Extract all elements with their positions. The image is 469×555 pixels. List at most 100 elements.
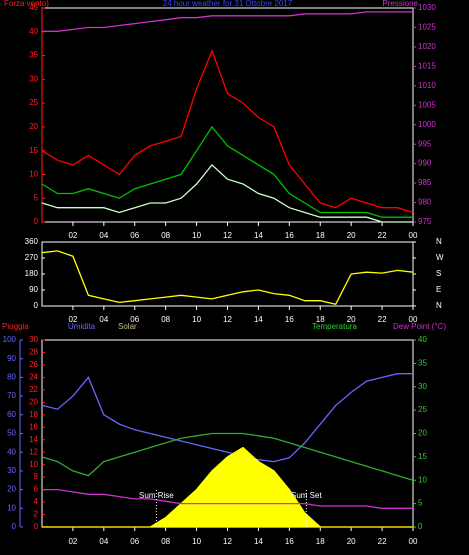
legend-label: Solar	[118, 322, 137, 331]
x-tick-label: 02	[68, 231, 77, 240]
y3-tick-label: 6	[34, 485, 39, 494]
line	[41, 125, 413, 218]
y3-tick-label: 18	[29, 410, 38, 419]
y-tick-label: 0	[12, 522, 17, 531]
y2-tick-label: 1020	[418, 42, 436, 51]
y3-tick-label: 12	[29, 447, 38, 456]
x-tick-label: 18	[316, 231, 325, 240]
x-tick-label: 12	[223, 315, 232, 324]
x-tick-label: 16	[285, 315, 294, 324]
y3-tick-label: 30	[29, 335, 38, 344]
line	[42, 11, 413, 32]
y-tick-label: 60	[7, 410, 16, 419]
chart-title: 24 hour weather for 31 Ottobre 2017	[163, 0, 293, 8]
x-tick-label: 14	[254, 231, 263, 240]
y3-tick-label: 10	[29, 460, 38, 469]
x-tick-label: 12	[223, 231, 232, 240]
y3-tick-label: 16	[29, 422, 38, 431]
x-tick-label: 04	[99, 537, 108, 546]
x-tick-label: 14	[254, 537, 263, 546]
y2-tick-label: 10	[418, 475, 427, 484]
x-tick-label: 16	[285, 231, 294, 240]
y-tick-label: 30	[7, 466, 16, 475]
y3-tick-label: 2	[34, 510, 39, 519]
y2-tick-label: W	[436, 253, 444, 262]
legend-label: Dew Point (°C)	[393, 322, 446, 331]
y2-tick-label: 990	[418, 159, 432, 168]
y2-tick-label: N	[436, 237, 442, 246]
y3-tick-label: 26	[29, 360, 38, 369]
line	[42, 488, 413, 509]
y2-tick-label: 25	[418, 405, 427, 414]
y3-tick-label: 14	[29, 435, 38, 444]
annotation: Sum Set	[291, 491, 322, 500]
line	[41, 250, 414, 305]
y2-tick-label: 985	[418, 178, 432, 187]
x-tick-label: 00	[409, 537, 418, 546]
y2-tick-label: 1010	[418, 81, 436, 90]
x-tick-label: 20	[347, 231, 356, 240]
x-tick-label: 06	[130, 315, 139, 324]
y2-tick-label: S	[436, 269, 441, 278]
y-tick-label: 40	[29, 27, 38, 36]
y-tick-label: 100	[3, 335, 17, 344]
x-tick-label: 06	[130, 537, 139, 546]
y2-tick-label: 995	[418, 139, 432, 148]
x-tick-label: 14	[254, 315, 263, 324]
y2-tick-label: 975	[418, 217, 432, 226]
y2-axis-label: Pressione	[382, 0, 418, 8]
y3-tick-label: 8	[34, 472, 39, 481]
y-tick-label: 70	[7, 391, 16, 400]
line	[41, 48, 414, 214]
y3-tick-label: 22	[29, 385, 38, 394]
y2-tick-label: 40	[418, 335, 427, 344]
y2-tick-label: 1005	[418, 100, 436, 109]
y2-tick-label: 1025	[418, 23, 436, 32]
y-tick-label: 35	[29, 51, 38, 60]
x-tick-label: 22	[378, 315, 387, 324]
y-tick-label: 360	[25, 237, 39, 246]
y3-tick-label: 20	[29, 397, 38, 406]
y-axis-label: Forza vento)	[4, 0, 49, 8]
y3-tick-label: 24	[29, 373, 38, 382]
y-tick-label: 270	[25, 253, 39, 262]
line	[41, 163, 413, 223]
x-tick-label: 22	[378, 537, 387, 546]
x-tick-label: 08	[161, 315, 170, 324]
y-tick-label: 40	[7, 447, 16, 456]
x-tick-label: 20	[347, 537, 356, 546]
x-tick-label: 18	[316, 537, 325, 546]
x-tick-label: 18	[316, 315, 325, 324]
y2-tick-label: 5	[418, 499, 423, 508]
legend-label: Umidita	[68, 322, 96, 331]
x-tick-label: 08	[161, 231, 170, 240]
x-tick-label: 10	[192, 231, 201, 240]
x-tick-label: 00	[409, 231, 418, 240]
x-tick-label: 04	[99, 315, 108, 324]
annotation: Sum Rise	[139, 491, 174, 500]
x-tick-label: 08	[161, 537, 170, 546]
legend-label: Pioggia	[2, 322, 29, 331]
y2-tick-label: 1030	[418, 3, 436, 12]
y-tick-label: 45	[29, 3, 38, 12]
y2-tick-label: 20	[418, 429, 427, 438]
y2-tick-label: 30	[418, 382, 427, 391]
y-tick-label: 20	[7, 485, 16, 494]
x-tick-label: 06	[130, 231, 139, 240]
y-tick-label: 50	[7, 429, 16, 438]
line	[41, 432, 414, 481]
y-tick-label: 90	[29, 285, 38, 294]
line	[41, 373, 413, 463]
y-tick-label: 25	[29, 98, 38, 107]
y-tick-label: 10	[29, 170, 38, 179]
y-tick-label: 30	[29, 74, 38, 83]
y-tick-label: 180	[25, 269, 39, 278]
y3-tick-label: 28	[29, 348, 38, 357]
y-tick-label: 80	[7, 373, 16, 382]
x-tick-label: 02	[68, 315, 77, 324]
legend-label: Temperatura	[312, 322, 357, 331]
x-tick-label: 00	[409, 315, 418, 324]
x-tick-label: 12	[223, 537, 232, 546]
